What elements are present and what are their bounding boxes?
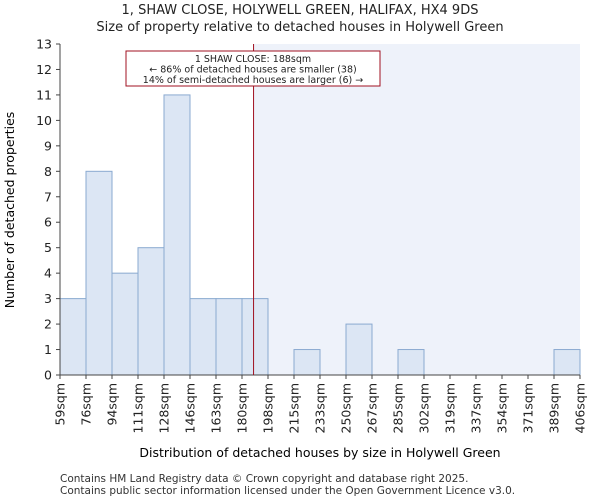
histogram-bar — [163, 94, 191, 376]
x-tick-label: 371sqm — [521, 383, 536, 433]
histogram-bar — [553, 349, 581, 376]
x-tick-label: 302sqm — [417, 383, 432, 433]
x-tick-label: 233sqm — [313, 383, 328, 433]
histogram-bar — [111, 272, 139, 376]
x-tick-label: 163sqm — [209, 383, 224, 433]
y-tick-label: 0 — [44, 368, 52, 383]
histogram-bar — [397, 349, 425, 376]
histogram-bar — [215, 298, 243, 376]
y-tick-label: 6 — [44, 215, 52, 230]
x-tick-label: 128sqm — [157, 383, 172, 433]
x-tick-label: 267sqm — [365, 383, 380, 433]
chart-title: 1, SHAW CLOSE, HOLYWELL GREEN, HALIFAX, … — [121, 3, 479, 18]
x-tick-label: 59sqm — [53, 383, 68, 426]
annotation-box — [125, 50, 381, 87]
y-tick-label: 1 — [44, 342, 52, 357]
histogram-bar — [189, 298, 217, 376]
x-tick-label: 354sqm — [495, 383, 510, 433]
y-tick-label: 10 — [36, 113, 52, 128]
y-tick-label: 5 — [44, 240, 52, 255]
x-tick-label: 250sqm — [339, 383, 354, 433]
x-tick-label: 76sqm — [79, 383, 94, 426]
x-tick-label: 198sqm — [261, 383, 276, 433]
x-tick-label: 111sqm — [131, 383, 146, 433]
y-axis-label: Number of detached properties — [2, 112, 17, 309]
histogram-bar — [59, 298, 87, 376]
y-tick-label: 7 — [44, 189, 52, 204]
x-tick-label: 180sqm — [235, 383, 250, 433]
y-tick-label: 8 — [44, 164, 52, 179]
x-tick-label: 337sqm — [469, 383, 484, 433]
y-tick-label: 3 — [44, 291, 52, 306]
y-tick-label: 13 — [36, 37, 52, 52]
annotation-line: ← 86% of detached houses are smaller (38… — [149, 65, 356, 76]
x-axis-label: Distribution of detached houses by size … — [139, 445, 500, 460]
x-tick-label: 319sqm — [443, 383, 458, 433]
x-tick-label: 215sqm — [287, 383, 302, 433]
larger-region-shade — [253, 44, 581, 375]
y-tick-label: 12 — [36, 62, 52, 77]
histogram-bar — [85, 170, 113, 376]
x-tick-label: 406sqm — [573, 383, 588, 433]
footer-licence: Contains public sector information licen… — [60, 485, 516, 497]
annotation-line: 14% of semi-detached houses are larger (… — [143, 75, 363, 86]
x-tick-label: 285sqm — [391, 383, 406, 433]
x-tick-label: 94sqm — [105, 383, 120, 426]
y-tick-label: 11 — [36, 87, 52, 102]
y-tick-label: 4 — [44, 266, 52, 281]
x-tick-label: 389sqm — [547, 383, 562, 433]
footer-copyright: Contains HM Land Registry data © Crown c… — [60, 473, 469, 485]
histogram-bar — [293, 349, 321, 376]
annotation-line: 1 SHAW CLOSE: 188sqm — [195, 54, 311, 65]
chart-subtitle: Size of property relative to detached ho… — [96, 20, 504, 35]
histogram-bar — [137, 247, 165, 376]
x-tick-label: 146sqm — [183, 383, 198, 433]
histogram-bar — [241, 298, 269, 376]
y-tick-label: 2 — [44, 317, 52, 332]
y-tick-label: 9 — [44, 138, 52, 153]
histogram-bar — [345, 323, 373, 376]
